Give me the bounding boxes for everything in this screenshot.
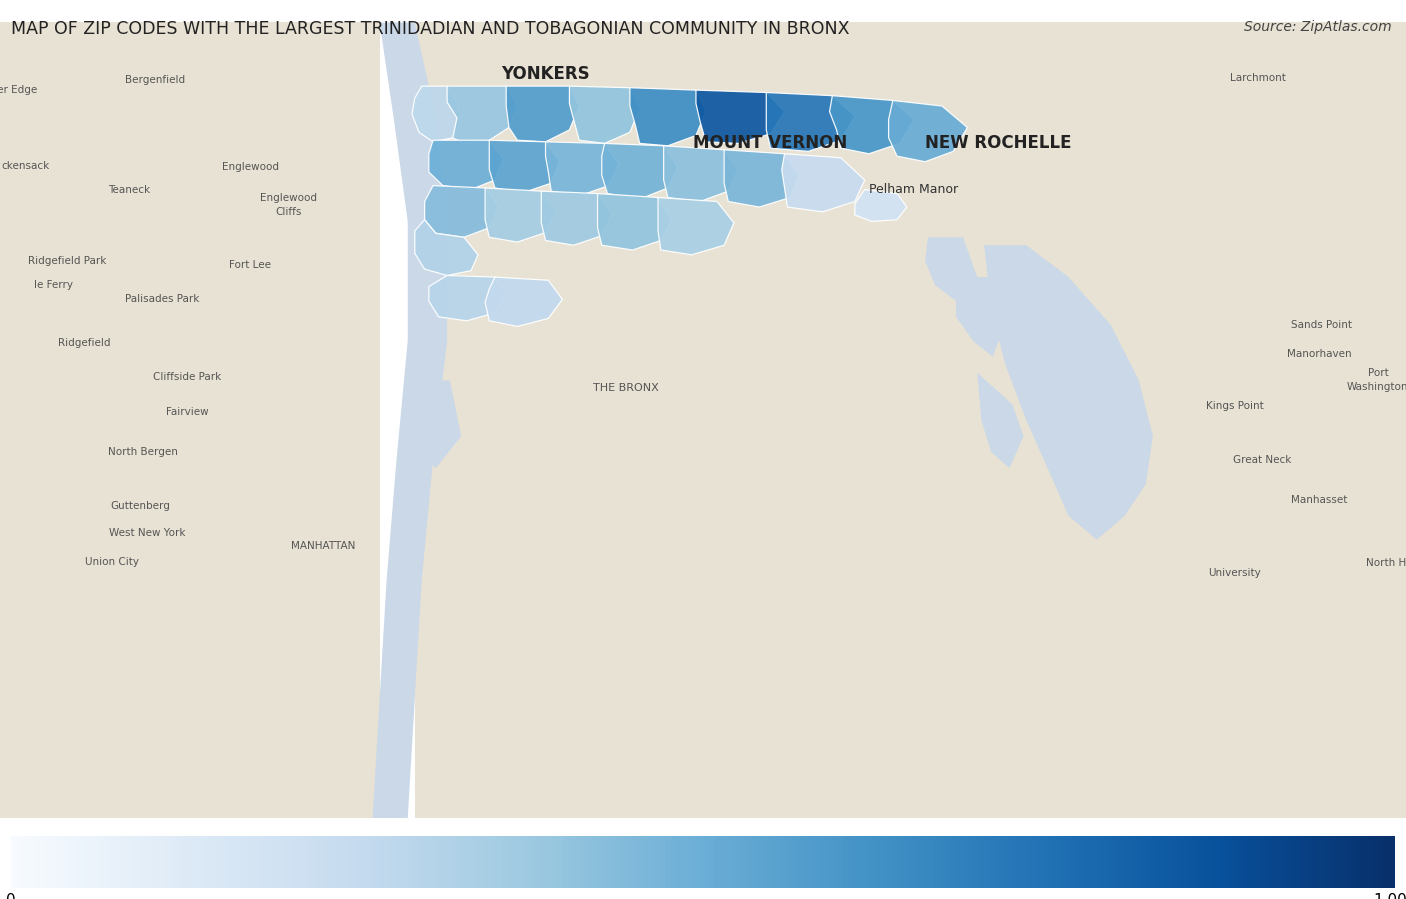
Text: THE BRONX: THE BRONX bbox=[593, 384, 658, 394]
Text: Manhasset: Manhasset bbox=[1291, 494, 1347, 505]
Text: North Hil: North Hil bbox=[1367, 558, 1406, 568]
Polygon shape bbox=[429, 140, 503, 190]
Polygon shape bbox=[0, 22, 380, 818]
Text: Kings Point: Kings Point bbox=[1205, 401, 1264, 411]
Polygon shape bbox=[447, 86, 517, 144]
Text: Ridgefield: Ridgefield bbox=[58, 338, 111, 348]
Polygon shape bbox=[830, 95, 914, 154]
Text: Larchmont: Larchmont bbox=[1230, 73, 1286, 84]
Text: Pelham Manor: Pelham Manor bbox=[869, 183, 959, 196]
Polygon shape bbox=[541, 191, 612, 245]
Text: Teaneck: Teaneck bbox=[108, 184, 150, 194]
Polygon shape bbox=[485, 277, 562, 326]
Polygon shape bbox=[977, 372, 1024, 468]
Polygon shape bbox=[724, 150, 799, 207]
Text: Manorhaven: Manorhaven bbox=[1286, 349, 1351, 360]
Text: Cliffs: Cliffs bbox=[276, 207, 301, 217]
Polygon shape bbox=[630, 88, 706, 146]
Text: le Ferry: le Ferry bbox=[34, 280, 73, 290]
Text: Englewood: Englewood bbox=[260, 193, 316, 203]
Text: MAP OF ZIP CODES WITH THE LARGEST TRINIDADIAN AND TOBAGONIAN COMMUNITY IN BRONX: MAP OF ZIP CODES WITH THE LARGEST TRINID… bbox=[11, 20, 849, 38]
Polygon shape bbox=[415, 22, 1406, 818]
Polygon shape bbox=[598, 193, 672, 250]
Polygon shape bbox=[956, 277, 1005, 357]
Polygon shape bbox=[546, 142, 619, 196]
Polygon shape bbox=[984, 245, 1153, 539]
Text: ver Edge: ver Edge bbox=[0, 85, 37, 95]
Text: NEW ROCHELLE: NEW ROCHELLE bbox=[925, 135, 1071, 153]
Text: Guttenberg: Guttenberg bbox=[111, 502, 170, 512]
Text: Palisades Park: Palisades Park bbox=[125, 294, 198, 305]
Text: Ridgefield Park: Ridgefield Park bbox=[28, 256, 107, 266]
Text: Fairview: Fairview bbox=[166, 407, 208, 417]
Text: Sands Point: Sands Point bbox=[1291, 320, 1353, 330]
Polygon shape bbox=[415, 219, 478, 275]
Text: Port: Port bbox=[1368, 368, 1388, 378]
Polygon shape bbox=[429, 275, 506, 321]
Text: Union City: Union City bbox=[86, 556, 139, 567]
Text: Fort Lee: Fort Lee bbox=[229, 260, 271, 270]
Text: Source: ZipAtlas.com: Source: ZipAtlas.com bbox=[1244, 20, 1392, 34]
Polygon shape bbox=[889, 101, 967, 162]
Polygon shape bbox=[401, 380, 461, 468]
Text: MOUNT VERNON: MOUNT VERNON bbox=[693, 135, 848, 153]
Polygon shape bbox=[489, 140, 560, 192]
Text: North Bergen: North Bergen bbox=[108, 447, 179, 457]
Polygon shape bbox=[782, 154, 865, 212]
Text: Cliffside Park: Cliffside Park bbox=[153, 371, 221, 381]
Text: YONKERS: YONKERS bbox=[501, 66, 591, 84]
Polygon shape bbox=[506, 86, 579, 142]
Text: Great Neck: Great Neck bbox=[1233, 455, 1292, 465]
Polygon shape bbox=[696, 90, 785, 144]
Polygon shape bbox=[925, 237, 977, 301]
Polygon shape bbox=[658, 198, 734, 254]
Polygon shape bbox=[569, 86, 640, 144]
Polygon shape bbox=[766, 93, 855, 151]
Polygon shape bbox=[412, 86, 461, 142]
Polygon shape bbox=[425, 185, 499, 237]
Text: Bergenfield: Bergenfield bbox=[125, 75, 184, 85]
Polygon shape bbox=[855, 190, 907, 221]
Text: West New York: West New York bbox=[110, 529, 186, 539]
Text: Washington: Washington bbox=[1347, 382, 1406, 392]
Polygon shape bbox=[485, 188, 555, 242]
Polygon shape bbox=[602, 144, 678, 199]
Polygon shape bbox=[664, 146, 738, 201]
Text: ckensack: ckensack bbox=[1, 161, 49, 171]
Text: University: University bbox=[1208, 568, 1261, 578]
Text: MANHATTAN: MANHATTAN bbox=[291, 541, 356, 551]
Polygon shape bbox=[373, 22, 447, 818]
Text: Englewood: Englewood bbox=[222, 163, 278, 173]
